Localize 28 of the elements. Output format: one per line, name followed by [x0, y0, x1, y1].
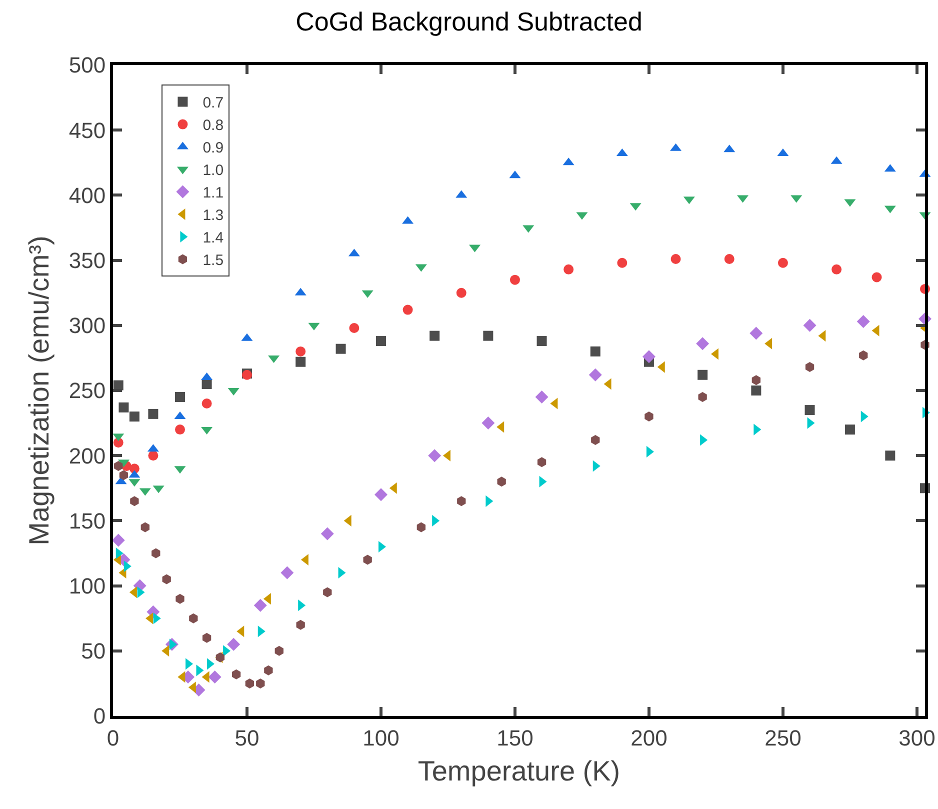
legend-label: 1.0 — [202, 162, 224, 180]
chart-title: CoGd Background Subtracted — [296, 6, 642, 36]
legend-label: 0.9 — [202, 140, 224, 157]
x-tick-label: 150 — [496, 725, 534, 750]
x-tick-label: 300 — [898, 725, 936, 750]
x-tick-label: 50 — [234, 725, 260, 750]
legend-label: 0.7 — [202, 94, 224, 112]
y-tick-label: 300 — [68, 313, 106, 338]
legend-label: 1.4 — [202, 230, 224, 247]
y-tick-label: 100 — [68, 574, 106, 598]
y-tick-label: 400 — [68, 182, 106, 208]
legend-label: 1.1 — [202, 184, 224, 202]
x-axis-title: Temperature (K) — [418, 756, 620, 786]
legend-label: 0.8 — [202, 117, 224, 134]
x-tick-label: 100 — [362, 725, 400, 750]
y-tick-label: 200 — [68, 443, 106, 468]
y-tick-label: 450 — [68, 118, 106, 143]
x-tick-label: 250 — [764, 725, 802, 750]
x-tick-label: 200 — [630, 725, 668, 750]
y-tick-label: 250 — [68, 378, 106, 404]
y-tick-label: 150 — [68, 508, 106, 534]
y-tick-label: 500 — [68, 52, 106, 78]
y-tick-label: 350 — [68, 248, 106, 273]
y-tick-label: 0 — [93, 704, 106, 729]
legend-label: 1.3 — [202, 207, 224, 224]
y-axis-title: Magnetization (emu/cm³) — [24, 236, 55, 546]
legend-label: 1.5 — [202, 252, 224, 270]
y-tick-label: 50 — [81, 638, 106, 664]
